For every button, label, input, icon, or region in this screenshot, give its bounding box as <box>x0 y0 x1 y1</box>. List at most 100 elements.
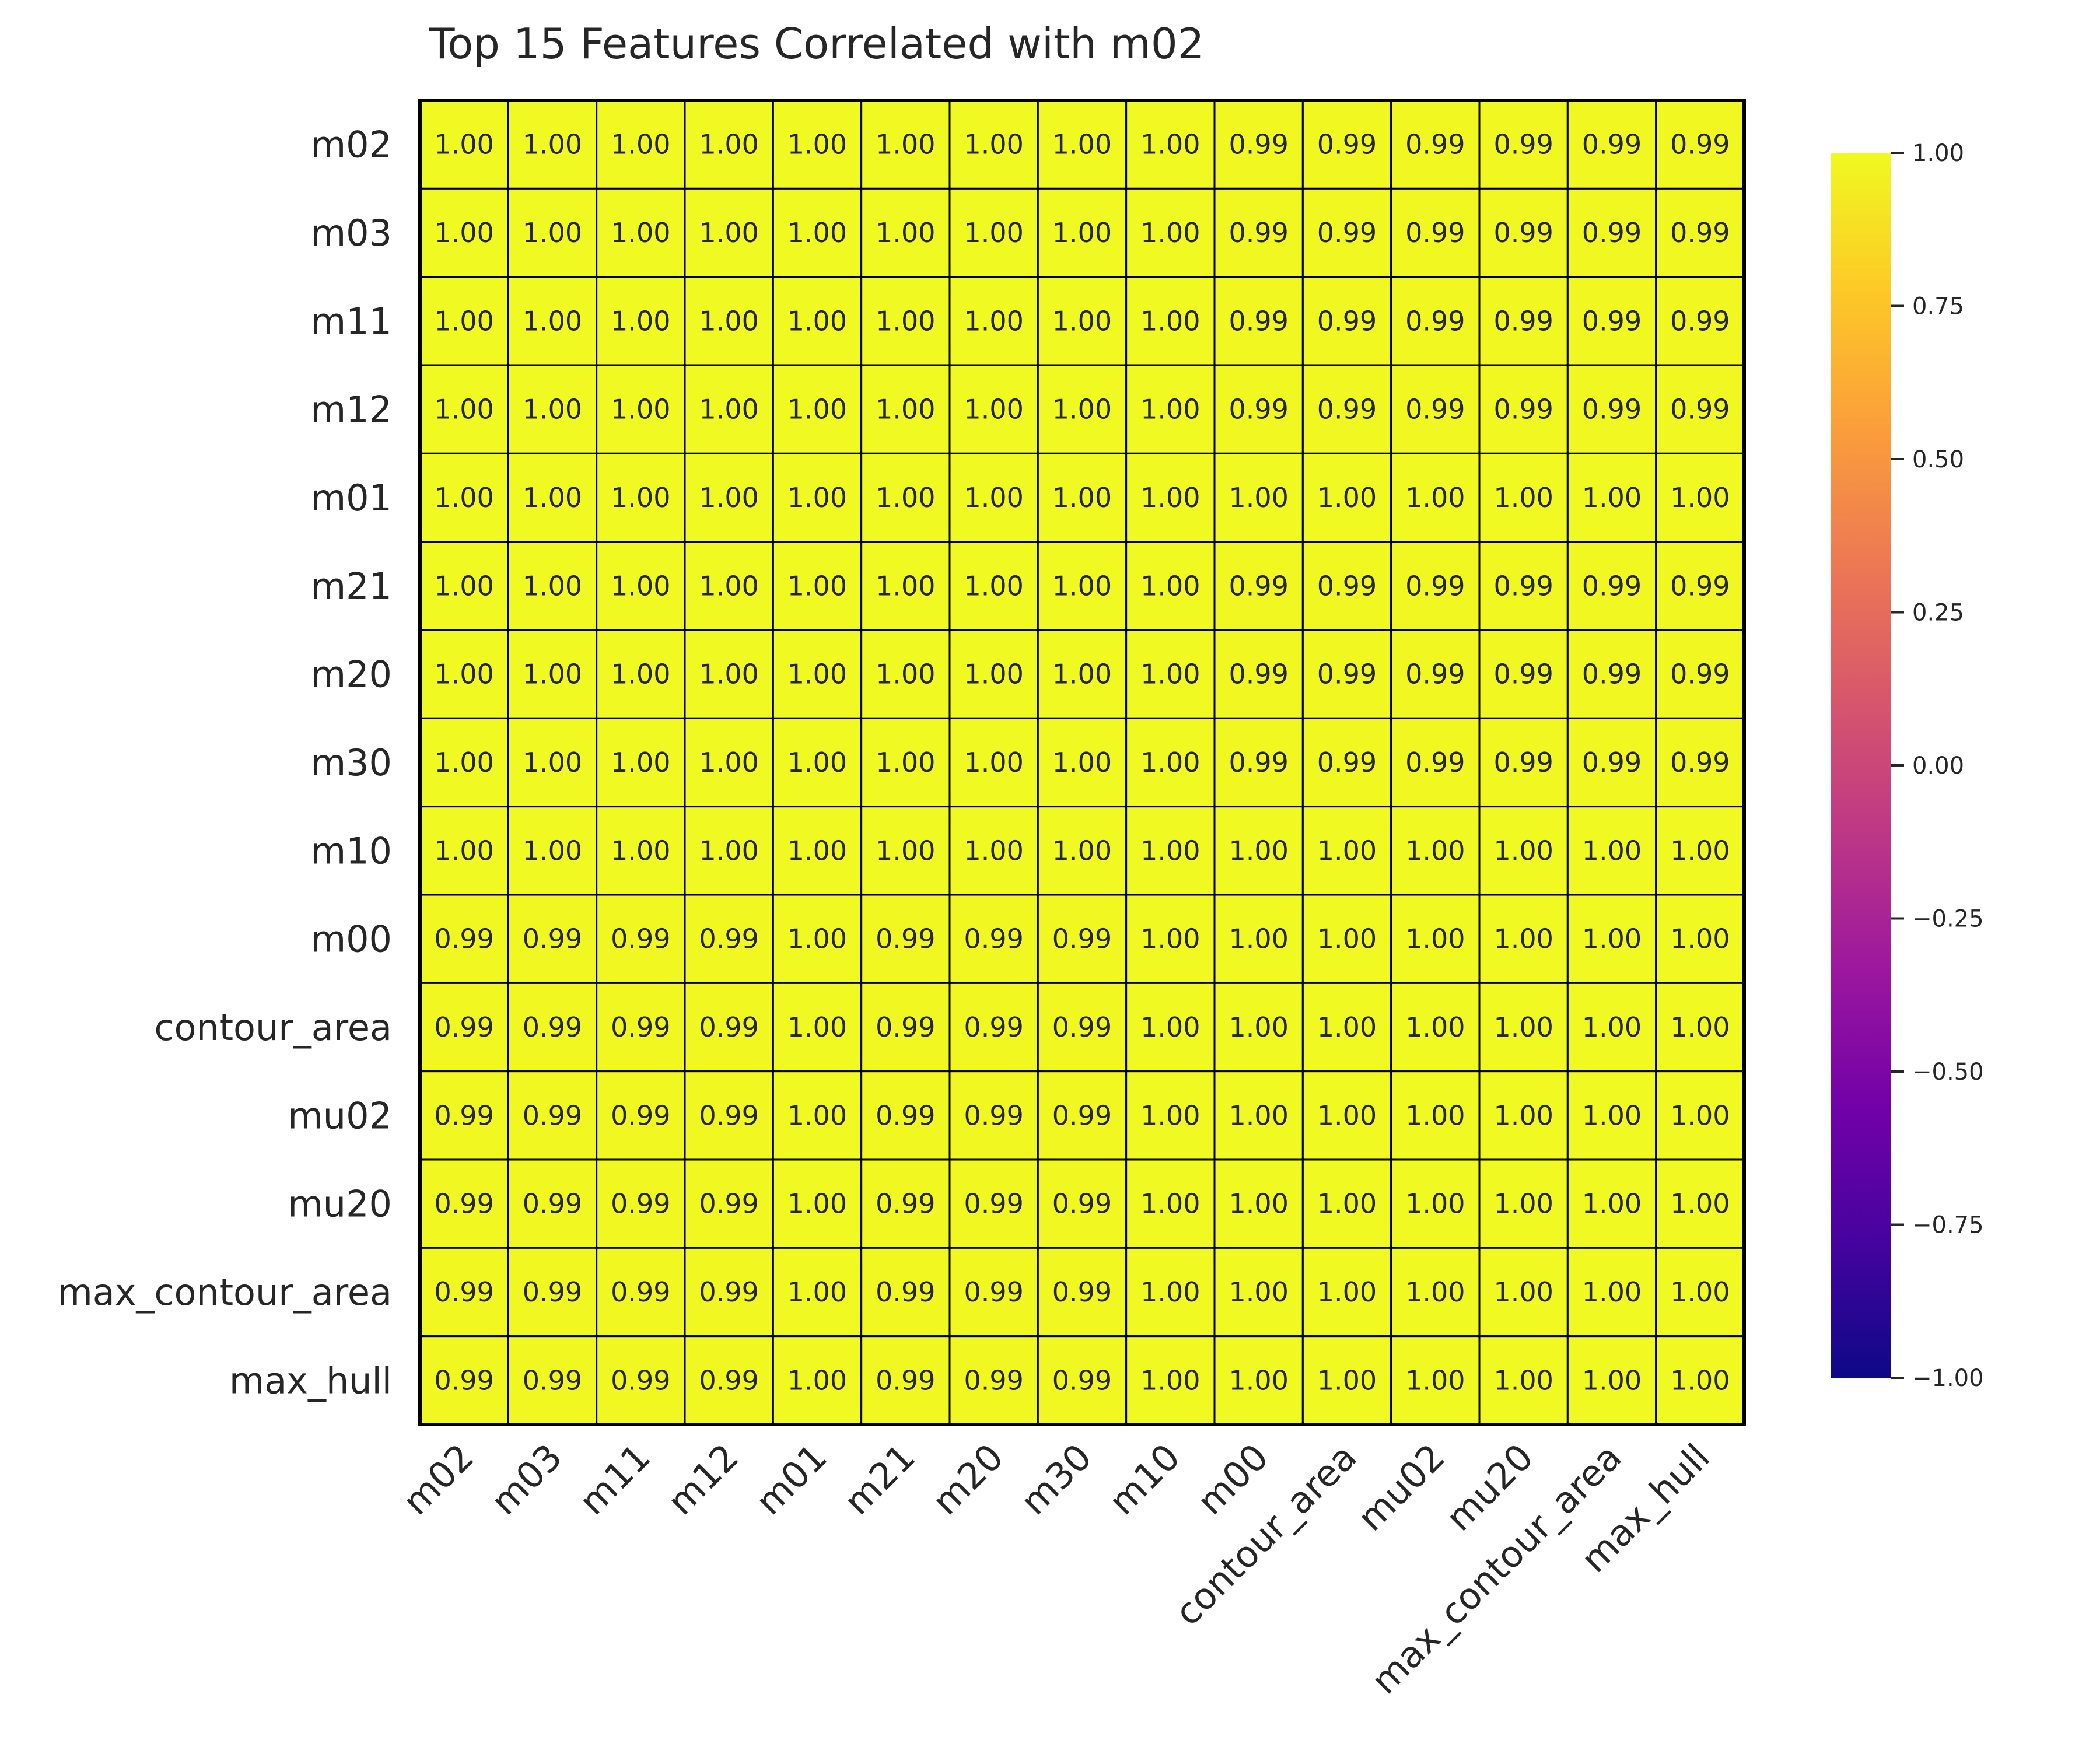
colorbar-tick-label: 0.00 <box>1912 752 1964 779</box>
heatmap-cell <box>949 187 1039 278</box>
heatmap-cell <box>1390 1070 1480 1161</box>
heatmap-cell <box>419 99 509 190</box>
heatmap-cell <box>949 806 1039 896</box>
cell-value-label: 0.99 <box>1052 1100 1112 1131</box>
cell-value-label: 1.00 <box>699 482 758 513</box>
cell-value-label: 0.99 <box>1493 570 1553 601</box>
cell-value-label: 0.99 <box>1317 659 1377 690</box>
cell-value-label: 0.99 <box>964 1100 1023 1131</box>
colorbar-tick-label: −0.25 <box>1912 906 1984 933</box>
cell-value-label: 1.00 <box>1405 835 1465 866</box>
cell-value-label: 1.00 <box>1582 835 1642 866</box>
heatmap-cell <box>949 541 1039 631</box>
heatmap-cell <box>949 982 1039 1073</box>
heatmap-cell <box>860 1335 951 1426</box>
heatmap-cell <box>1213 629 1304 719</box>
cell-value-label: 0.99 <box>1670 570 1730 601</box>
cell-value-label: 1.00 <box>1140 129 1200 160</box>
cell-value-label: 0.99 <box>1670 747 1730 778</box>
heatmap-cell <box>1566 452 1657 543</box>
cell-value-label: 1.00 <box>964 570 1023 601</box>
heatmap-cell <box>1478 894 1569 984</box>
heatmap-cell <box>1655 806 1745 896</box>
heatmap-cell <box>419 1158 509 1249</box>
heatmap-cell <box>684 806 774 896</box>
heatmap-cell <box>684 1335 774 1426</box>
cell-value-label: 1.00 <box>699 659 758 690</box>
cell-value-label: 1.00 <box>611 835 670 866</box>
cell-value-label: 0.99 <box>1670 129 1730 160</box>
heatmap-cell <box>949 1158 1039 1249</box>
cell-value-label: 1.00 <box>1052 570 1112 601</box>
cell-value-label: 1.00 <box>876 394 935 425</box>
heatmap-cell <box>1037 452 1128 543</box>
cell-value-label: 1.00 <box>1052 129 1112 160</box>
cell-value-label: 1.00 <box>876 305 935 337</box>
y-tick-label: m10 <box>311 830 392 872</box>
cell-value-label: 1.00 <box>788 1100 847 1131</box>
cell-value-label: 1.00 <box>1228 1012 1288 1043</box>
cell-value-label: 1.00 <box>1405 1364 1465 1396</box>
cell-value-label: 0.99 <box>699 1276 758 1308</box>
cell-value-label: 1.00 <box>1140 835 1200 866</box>
heatmap-cell <box>1037 1335 1128 1426</box>
cell-value-label: 0.99 <box>1493 305 1553 337</box>
cell-value-label: 0.99 <box>964 1364 1023 1396</box>
heatmap-cell <box>949 276 1039 366</box>
cell-value-label: 0.99 <box>523 1012 582 1043</box>
cell-value-label: 1.00 <box>1582 1364 1642 1396</box>
cell-value-label: 0.99 <box>1052 1012 1112 1043</box>
cell-value-label: 1.00 <box>1670 1276 1730 1308</box>
heatmap-cell <box>419 364 509 454</box>
cell-value-label: 1.00 <box>1052 835 1112 866</box>
heatmap-cell <box>1478 1158 1569 1249</box>
cell-value-label: 0.99 <box>434 1188 494 1220</box>
cell-value-label: 1.00 <box>1052 482 1112 513</box>
cell-value-label: 0.99 <box>1405 747 1465 778</box>
cell-value-label: 1.00 <box>964 217 1023 249</box>
colorbar-tick-label: −0.75 <box>1912 1212 1984 1239</box>
cell-value-label: 0.99 <box>1405 305 1465 337</box>
heatmap-cell <box>1478 541 1569 631</box>
y-tick-label: m30 <box>311 741 392 784</box>
heatmap-frame <box>418 99 1746 1426</box>
cell-value-label: 1.00 <box>788 305 847 337</box>
x-tick-label: m21 <box>836 1436 923 1523</box>
cell-value-label: 0.99 <box>1582 305 1642 337</box>
cell-value-label: 1.00 <box>1140 1188 1200 1220</box>
heatmap-cell <box>1301 717 1392 808</box>
heatmap-cell <box>1390 806 1480 896</box>
x-tick-label: m12 <box>659 1436 747 1523</box>
heatmap-cell <box>1655 1335 1745 1426</box>
cell-value-label: 1.00 <box>1140 217 1200 249</box>
cell-value-label: 1.00 <box>1052 747 1112 778</box>
cell-value-label: 1.00 <box>788 394 847 425</box>
heatmap-cell <box>507 364 598 454</box>
heatmap-cell <box>1213 894 1304 984</box>
cell-value-label: 1.00 <box>523 570 582 601</box>
cell-value-label: 1.00 <box>699 747 758 778</box>
cell-value-label: 0.99 <box>699 1364 758 1396</box>
cell-value-label: 0.99 <box>523 1364 582 1396</box>
heatmap-cell <box>1655 276 1745 366</box>
heatmap-cell <box>507 541 598 631</box>
x-tick-label: m10 <box>1101 1436 1188 1523</box>
cell-value-label: 1.00 <box>1493 1364 1553 1396</box>
y-tick-label: mu02 <box>288 1094 392 1137</box>
x-tick-label: m02 <box>394 1436 482 1523</box>
cell-value-label: 1.00 <box>1052 305 1112 337</box>
heatmap-cell <box>1566 1158 1657 1249</box>
heatmap-cell <box>1655 894 1745 984</box>
heatmap-cell <box>507 806 598 896</box>
heatmap-cell <box>1478 1247 1569 1338</box>
cell-value-label: 1.00 <box>1670 1364 1730 1396</box>
heatmap-cell <box>1655 452 1745 543</box>
cell-value-label: 1.00 <box>434 482 494 513</box>
cell-value-label: 0.99 <box>523 1188 582 1220</box>
y-tick-label: m03 <box>311 212 392 254</box>
cell-value-label: 0.99 <box>1228 129 1288 160</box>
cell-value-label: 1.00 <box>1140 659 1200 690</box>
cell-value-label: 0.99 <box>1670 394 1730 425</box>
cell-value-label: 1.00 <box>1140 1276 1200 1308</box>
cell-value-label: 1.00 <box>1052 217 1112 249</box>
